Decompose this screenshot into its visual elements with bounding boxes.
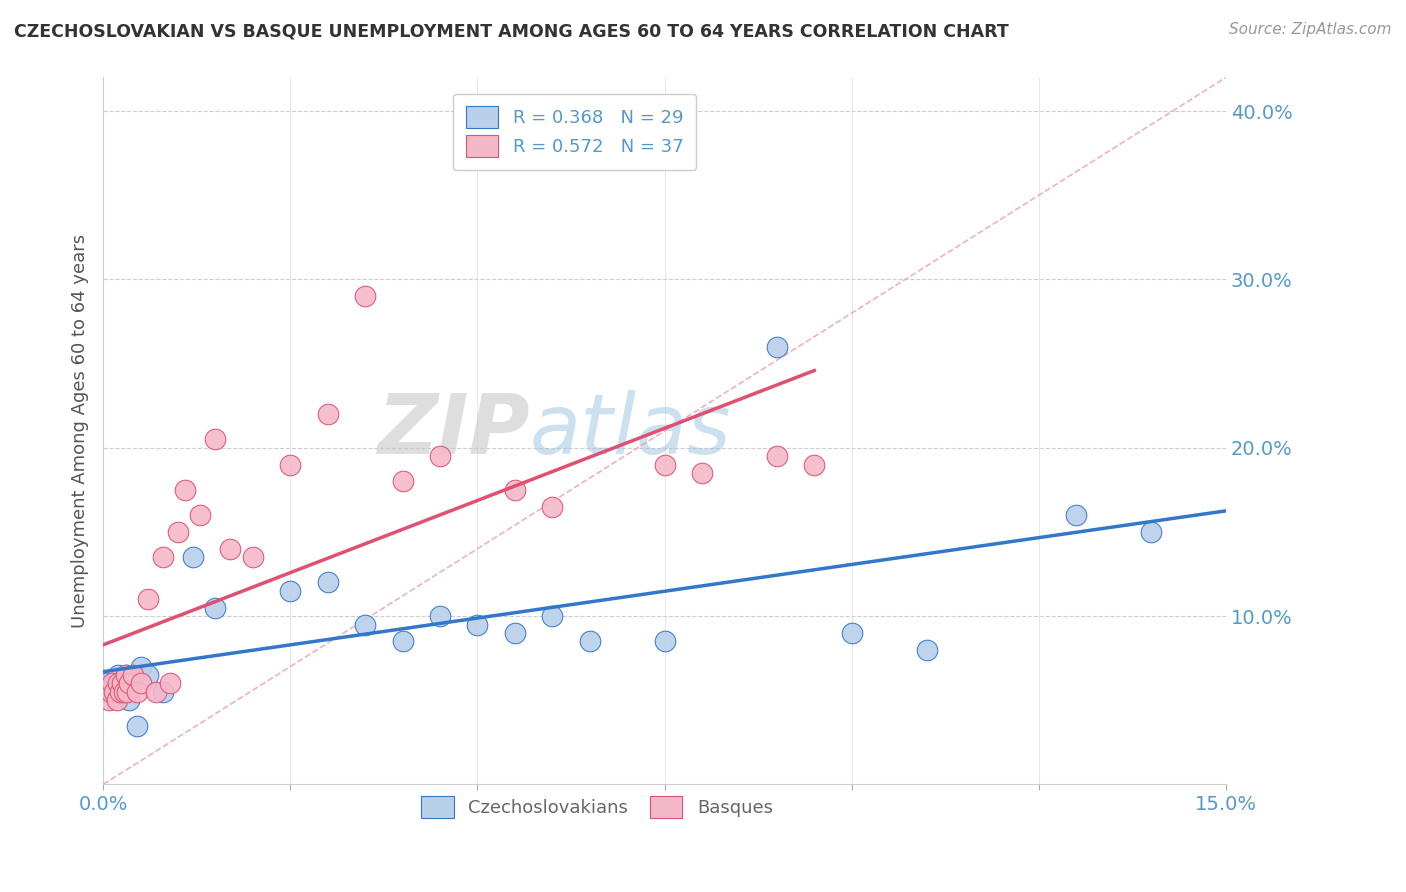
Point — [145, 685, 167, 699]
Point — [152, 550, 174, 565]
Point — [316, 407, 339, 421]
Point — [129, 676, 152, 690]
Point — [125, 718, 148, 732]
Point — [654, 458, 676, 472]
Point — [111, 676, 134, 690]
Point — [100, 685, 122, 699]
Point — [103, 676, 125, 690]
Point — [111, 676, 134, 690]
Point — [181, 550, 204, 565]
Point — [278, 458, 301, 472]
Point — [654, 634, 676, 648]
Point — [467, 617, 489, 632]
Point — [122, 668, 145, 682]
Legend: Czechoslovakians, Basques: Czechoslovakians, Basques — [415, 789, 780, 825]
Point — [578, 634, 600, 648]
Point — [112, 685, 135, 699]
Text: CZECHOSLOVAKIAN VS BASQUE UNEMPLOYMENT AMONG AGES 60 TO 64 YEARS CORRELATION CHA: CZECHOSLOVAKIAN VS BASQUE UNEMPLOYMENT A… — [14, 22, 1010, 40]
Point — [96, 685, 118, 699]
Point — [105, 693, 128, 707]
Text: Source: ZipAtlas.com: Source: ZipAtlas.com — [1229, 22, 1392, 37]
Point — [107, 676, 129, 690]
Text: atlas: atlas — [530, 391, 731, 472]
Point — [122, 668, 145, 682]
Point — [114, 668, 136, 682]
Point — [167, 524, 190, 539]
Point — [242, 550, 264, 565]
Point — [429, 449, 451, 463]
Point — [503, 626, 526, 640]
Point — [118, 693, 141, 707]
Point — [316, 575, 339, 590]
Point — [541, 500, 564, 514]
Point — [107, 668, 129, 682]
Point — [391, 475, 413, 489]
Y-axis label: Unemployment Among Ages 60 to 64 years: Unemployment Among Ages 60 to 64 years — [72, 234, 89, 628]
Point — [159, 676, 181, 690]
Point — [204, 600, 226, 615]
Point — [219, 541, 242, 556]
Text: ZIP: ZIP — [377, 391, 530, 472]
Point — [129, 659, 152, 673]
Point — [96, 676, 118, 690]
Point — [278, 583, 301, 598]
Point — [152, 685, 174, 699]
Point — [98, 693, 121, 707]
Point — [204, 433, 226, 447]
Point — [391, 634, 413, 648]
Point — [103, 685, 125, 699]
Point — [136, 668, 159, 682]
Point — [766, 340, 789, 354]
Point — [115, 685, 138, 699]
Point — [841, 626, 863, 640]
Point — [766, 449, 789, 463]
Point — [690, 466, 713, 480]
Point — [803, 458, 825, 472]
Point — [174, 483, 197, 497]
Point — [1064, 508, 1087, 522]
Point — [125, 685, 148, 699]
Point — [915, 642, 938, 657]
Point — [503, 483, 526, 497]
Point — [114, 668, 136, 682]
Point — [118, 676, 141, 690]
Point — [429, 609, 451, 624]
Point — [190, 508, 212, 522]
Point — [541, 609, 564, 624]
Point — [1140, 524, 1163, 539]
Point — [354, 289, 377, 303]
Point — [108, 685, 131, 699]
Point — [136, 592, 159, 607]
Point — [354, 617, 377, 632]
Point — [101, 676, 124, 690]
Point — [100, 685, 122, 699]
